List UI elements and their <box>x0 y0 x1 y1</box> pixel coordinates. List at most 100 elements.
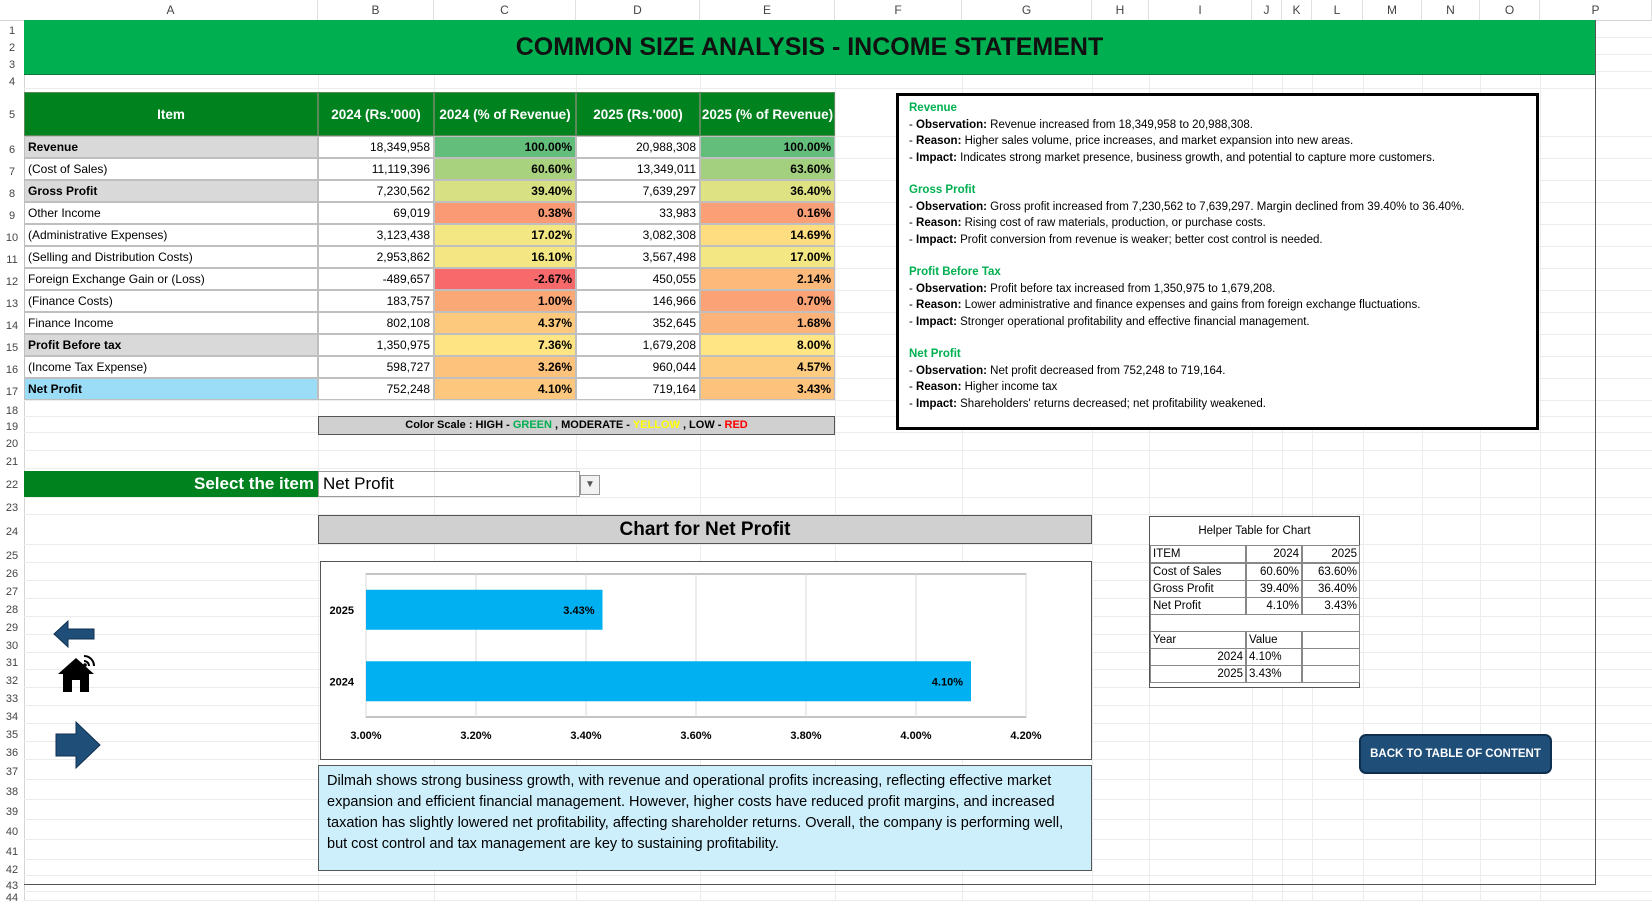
row-header-19[interactable]: 19 <box>5 421 19 433</box>
row-header-30[interactable]: 30 <box>5 640 19 652</box>
table-cell-v2025[interactable]: 3,082,308 <box>576 224 700 246</box>
table-cell-v2024[interactable]: 2,953,862 <box>318 246 434 268</box>
row-header-32[interactable]: 32 <box>5 675 19 687</box>
row-header-34[interactable]: 34 <box>5 711 19 723</box>
table-cell-p2024[interactable]: 3.26% <box>434 356 576 378</box>
table-cell-v2024[interactable]: 11,119,396 <box>318 158 434 180</box>
table-cell-p2025[interactable]: 3.43% <box>700 378 835 400</box>
table-cell-v2024[interactable]: 7,230,562 <box>318 180 434 202</box>
row-header-26[interactable]: 26 <box>5 568 19 580</box>
select-item-dropdown[interactable]: Net Profit <box>318 471 580 497</box>
row-header-10[interactable]: 10 <box>5 232 19 244</box>
table-cell-v2024[interactable]: 3,123,438 <box>318 224 434 246</box>
row-header-17[interactable]: 17 <box>5 386 19 398</box>
row-header-36[interactable]: 36 <box>5 747 19 759</box>
table-cell-p2025[interactable]: 0.70% <box>700 290 835 312</box>
row-header-39[interactable]: 39 <box>5 806 19 818</box>
dropdown-arrow-icon[interactable]: ▼ <box>580 475 600 495</box>
helper-cell[interactable]: 2025 <box>1150 665 1246 683</box>
helper-cell[interactable]: Cost of Sales <box>1150 563 1246 581</box>
column-header-P[interactable]: P <box>1540 0 1652 20</box>
column-header-N[interactable]: N <box>1422 0 1480 20</box>
row-header-20[interactable]: 20 <box>5 438 19 450</box>
helper-cell[interactable]: 4.10% <box>1246 597 1302 615</box>
table-cell-item[interactable]: Profit Before tax <box>24 334 318 356</box>
row-header-13[interactable]: 13 <box>5 298 19 310</box>
table-cell-item[interactable]: Other Income <box>24 202 318 224</box>
helper-cell[interactable]: 3.43% <box>1246 665 1302 683</box>
table-cell-p2024[interactable]: -2.67% <box>434 268 576 290</box>
row-header-25[interactable]: 25 <box>5 550 19 562</box>
table-cell-item[interactable]: Finance Income <box>24 312 318 334</box>
column-header-L[interactable]: L <box>1312 0 1363 20</box>
table-cell-p2024[interactable]: 1.00% <box>434 290 576 312</box>
row-header-8[interactable]: 8 <box>8 188 16 200</box>
row-header-24[interactable]: 24 <box>5 526 19 538</box>
helper-cell[interactable]: 36.40% <box>1302 580 1360 598</box>
summary-text-box[interactable]: Dilmah shows strong business growth, wit… <box>318 765 1092 871</box>
row-header-2[interactable]: 2 <box>8 42 16 54</box>
table-cell-v2024[interactable]: 18,349,958 <box>318 136 434 158</box>
table-cell-v2025[interactable]: 450,055 <box>576 268 700 290</box>
row-header-4[interactable]: 4 <box>8 76 16 88</box>
table-cell-item[interactable]: Net Profit <box>24 378 318 400</box>
column-header-K[interactable]: K <box>1282 0 1312 20</box>
row-header-15[interactable]: 15 <box>5 342 19 354</box>
row-header-27[interactable]: 27 <box>5 586 19 598</box>
table-cell-v2024[interactable]: 69,019 <box>318 202 434 224</box>
table-cell-p2025[interactable]: 17.00% <box>700 246 835 268</box>
table-cell-p2024[interactable]: 4.37% <box>434 312 576 334</box>
helper-cell[interactable]: 2024 <box>1150 648 1246 666</box>
row-header-1[interactable]: 1 <box>8 25 16 37</box>
table-cell-p2025[interactable]: 36.40% <box>700 180 835 202</box>
column-header-J[interactable]: J <box>1252 0 1282 20</box>
row-header-42[interactable]: 42 <box>5 864 19 876</box>
row-header-44[interactable]: 44 <box>5 892 19 904</box>
table-cell-p2025[interactable]: 8.00% <box>700 334 835 356</box>
table-cell-p2025[interactable]: 4.57% <box>700 356 835 378</box>
table-cell-v2025[interactable]: 7,639,297 <box>576 180 700 202</box>
column-header-F[interactable]: F <box>835 0 962 20</box>
helper-cell[interactable]: 39.40% <box>1246 580 1302 598</box>
row-header-40[interactable]: 40 <box>5 826 19 838</box>
table-cell-p2025[interactable]: 0.16% <box>700 202 835 224</box>
row-header-11[interactable]: 11 <box>6 254 18 266</box>
helper-cell[interactable]: 2024 <box>1246 545 1302 563</box>
column-header-D[interactable]: D <box>576 0 700 20</box>
home-icon[interactable] <box>54 652 100 694</box>
row-header-16[interactable]: 16 <box>5 364 19 376</box>
row-header-21[interactable]: 21 <box>5 456 19 468</box>
column-header-G[interactable]: G <box>962 0 1092 20</box>
table-cell-v2025[interactable]: 719,164 <box>576 378 700 400</box>
column-header-C[interactable]: C <box>434 0 576 20</box>
table-cell-v2024[interactable]: 752,248 <box>318 378 434 400</box>
table-cell-v2025[interactable]: 3,567,498 <box>576 246 700 268</box>
column-header-H[interactable]: H <box>1092 0 1149 20</box>
table-cell-p2024[interactable]: 4.10% <box>434 378 576 400</box>
helper-cell[interactable]: Gross Profit <box>1150 580 1246 598</box>
helper-cell[interactable]: 2025 <box>1302 545 1360 563</box>
table-cell-item[interactable]: (Administrative Expenses) <box>24 224 318 246</box>
table-cell-item[interactable]: (Finance Costs) <box>24 290 318 312</box>
table-cell-p2025[interactable]: 2.14% <box>700 268 835 290</box>
helper-cell[interactable]: Net Profit <box>1150 597 1246 615</box>
row-header-22[interactable]: 22 <box>5 479 19 491</box>
row-header-29[interactable]: 29 <box>5 622 19 634</box>
table-cell-item[interactable]: (Selling and Distribution Costs) <box>24 246 318 268</box>
table-cell-item[interactable]: Gross Profit <box>24 180 318 202</box>
row-header-23[interactable]: 23 <box>5 502 19 514</box>
row-header-7[interactable]: 7 <box>8 166 16 178</box>
table-cell-v2025[interactable]: 13,349,011 <box>576 158 700 180</box>
right-arrow-icon[interactable] <box>54 720 102 770</box>
row-header-38[interactable]: 38 <box>5 786 19 798</box>
table-cell-p2025[interactable]: 14.69% <box>700 224 835 246</box>
column-header-A[interactable]: A <box>24 0 318 20</box>
helper-cell[interactable]: 63.60% <box>1302 563 1360 581</box>
column-header-E[interactable]: E <box>700 0 835 20</box>
table-cell-v2025[interactable]: 352,645 <box>576 312 700 334</box>
table-cell-v2024[interactable]: -489,657 <box>318 268 434 290</box>
helper-cell[interactable]: 60.60% <box>1246 563 1302 581</box>
row-header-14[interactable]: 14 <box>5 320 19 332</box>
column-header-O[interactable]: O <box>1480 0 1540 20</box>
table-cell-v2025[interactable]: 960,044 <box>576 356 700 378</box>
